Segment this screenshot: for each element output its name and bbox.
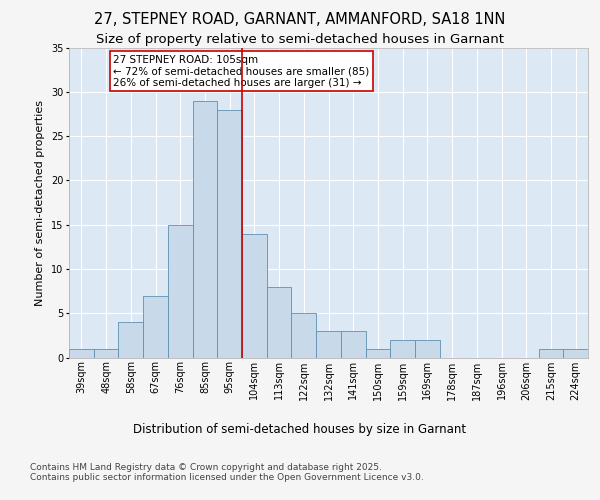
- Bar: [267, 286, 292, 358]
- Bar: [341, 331, 365, 357]
- Y-axis label: Number of semi-detached properties: Number of semi-detached properties: [35, 100, 46, 306]
- Bar: [292, 313, 316, 358]
- Text: 27, STEPNEY ROAD, GARNANT, AMMANFORD, SA18 1NN: 27, STEPNEY ROAD, GARNANT, AMMANFORD, SA…: [94, 12, 506, 28]
- Bar: [415, 340, 440, 357]
- Bar: [69, 348, 94, 358]
- Bar: [539, 348, 563, 358]
- Text: Size of property relative to semi-detached houses in Garnant: Size of property relative to semi-detach…: [96, 32, 504, 46]
- Bar: [143, 296, 168, 358]
- Bar: [94, 348, 118, 358]
- Text: Distribution of semi-detached houses by size in Garnant: Distribution of semi-detached houses by …: [133, 422, 467, 436]
- Bar: [316, 331, 341, 357]
- Bar: [217, 110, 242, 358]
- Bar: [563, 348, 588, 358]
- Bar: [242, 234, 267, 358]
- Bar: [168, 224, 193, 358]
- Bar: [118, 322, 143, 358]
- Bar: [365, 348, 390, 358]
- Bar: [390, 340, 415, 357]
- Bar: [193, 100, 217, 358]
- Text: Contains HM Land Registry data © Crown copyright and database right 2025.
Contai: Contains HM Land Registry data © Crown c…: [30, 462, 424, 482]
- Text: 27 STEPNEY ROAD: 105sqm
← 72% of semi-detached houses are smaller (85)
26% of se: 27 STEPNEY ROAD: 105sqm ← 72% of semi-de…: [113, 54, 370, 88]
